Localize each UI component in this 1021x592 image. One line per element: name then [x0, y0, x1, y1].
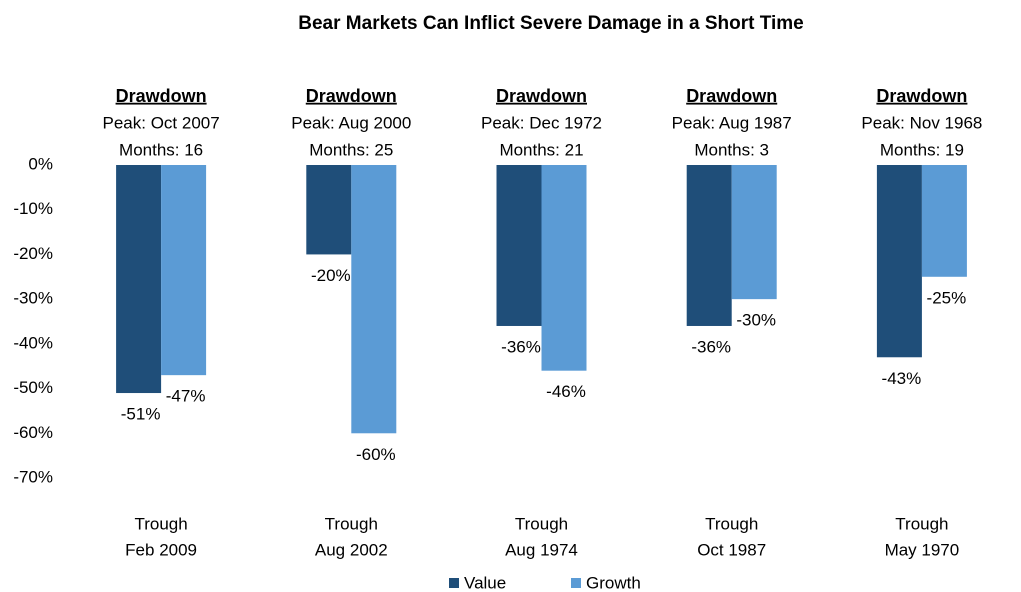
data-label: -60%: [356, 445, 396, 464]
drawdown-heading: Drawdown: [496, 86, 587, 106]
drawdown-heading: Drawdown: [876, 86, 967, 106]
y-tick-label: -10%: [13, 199, 53, 218]
x-tick-label: Aug 1974: [505, 540, 578, 559]
data-label: -20%: [311, 266, 351, 285]
drawdown-heading: Drawdown: [686, 86, 777, 106]
y-tick-label: -20%: [13, 244, 53, 263]
data-label: -43%: [882, 369, 922, 388]
drawdown-heading: Drawdown: [306, 86, 397, 106]
peak-label: Peak: Nov 1968: [861, 113, 982, 132]
bar: [541, 165, 587, 371]
y-tick-label: 0%: [28, 154, 53, 173]
x-tick-label: Trough: [705, 514, 758, 533]
peak-label: Peak: Dec 1972: [481, 113, 602, 132]
peak-label: Peak: Aug 2000: [291, 113, 411, 132]
bar: [351, 165, 397, 434]
data-label: -47%: [166, 387, 206, 406]
months-label: Months: 3: [694, 140, 769, 159]
legend-swatch: [449, 578, 459, 588]
data-label: -25%: [927, 288, 967, 307]
data-label: -51%: [121, 405, 161, 424]
x-tick-label: Trough: [134, 514, 187, 533]
peak-label: Peak: Aug 1987: [672, 113, 792, 132]
bar: [161, 165, 207, 376]
x-tick-label: Oct 1987: [697, 540, 766, 559]
data-label: -30%: [736, 311, 776, 330]
y-tick-label: -40%: [13, 333, 53, 352]
x-tick-label: Feb 2009: [125, 540, 197, 559]
legend-label: Value: [464, 573, 506, 592]
months-label: Months: 19: [880, 140, 964, 159]
months-label: Months: 21: [499, 140, 583, 159]
x-tick-label: Trough: [325, 514, 378, 533]
bar: [686, 165, 732, 326]
peak-label: Peak: Oct 2007: [103, 113, 220, 132]
bar: [496, 165, 542, 326]
data-label: -36%: [501, 337, 541, 356]
months-label: Months: 16: [119, 140, 203, 159]
legend-label: Growth: [586, 573, 641, 592]
x-tick-label: Trough: [515, 514, 568, 533]
bar: [921, 165, 967, 277]
months-label: Months: 25: [309, 140, 393, 159]
data-label: -36%: [691, 337, 731, 356]
legend-swatch: [571, 578, 581, 588]
chart-title: Bear Markets Can Inflict Severe Damage i…: [298, 13, 803, 34]
bar: [876, 165, 922, 358]
data-label: -46%: [546, 382, 586, 401]
bar: [116, 165, 162, 394]
bar: [306, 165, 352, 255]
x-tick-label: Aug 2002: [315, 540, 388, 559]
y-tick-label: -60%: [13, 423, 53, 442]
y-tick-label: -50%: [13, 378, 53, 397]
x-tick-label: Trough: [895, 514, 948, 533]
drawdown-heading: Drawdown: [116, 86, 207, 106]
y-tick-label: -70%: [13, 467, 53, 486]
bar: [731, 165, 777, 300]
x-tick-label: May 1970: [885, 540, 960, 559]
y-tick-label: -30%: [13, 289, 53, 308]
